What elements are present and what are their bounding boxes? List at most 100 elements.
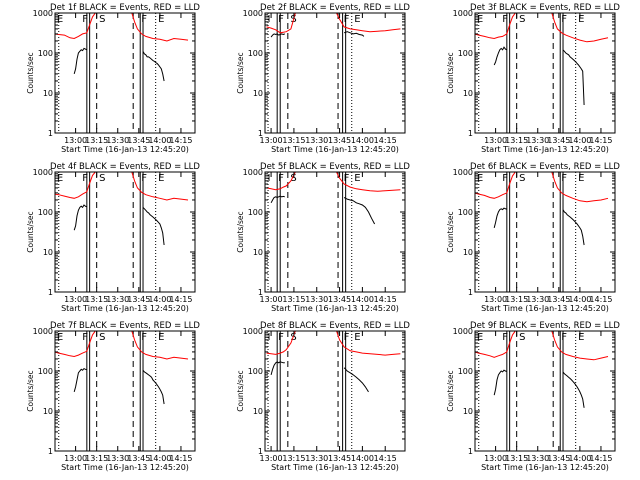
- segment-label: E: [578, 14, 584, 25]
- segment-label: F: [561, 173, 567, 184]
- x-axis-label: Start Time (16-Jan-13 12:45:20): [481, 145, 609, 154]
- segment-label: F: [141, 173, 147, 184]
- plot-frame: [264, 12, 406, 134]
- segment-label: I: [268, 173, 271, 184]
- y-tick-label: 1: [258, 129, 263, 138]
- y-tick-label: 10: [253, 89, 263, 98]
- x-tick-label: 13:00: [260, 295, 283, 304]
- y-tick-label: 10: [253, 407, 263, 416]
- x-tick-label: 13:30: [526, 295, 549, 304]
- segment-label: F: [344, 14, 350, 25]
- y-tick-label: 1: [468, 129, 473, 138]
- series-line-lld: [475, 172, 609, 203]
- segment-label: F: [502, 332, 508, 343]
- x-tick-label: 14:00: [148, 136, 171, 145]
- x-tick-label: 14:15: [374, 295, 397, 304]
- y-tick-label: 100: [248, 208, 263, 217]
- chart-title: Det 4f BLACK = Events, RED = LLD: [50, 162, 200, 172]
- segment-label: F: [344, 173, 350, 184]
- y-axis-label: Counts/sec: [446, 370, 455, 411]
- chart-title: Det 8f BLACK = Events, RED = LLD: [260, 321, 410, 331]
- segment-label: E: [477, 14, 483, 25]
- series-line-events: [73, 47, 165, 82]
- segment-label: E: [57, 332, 63, 343]
- x-tick-label: 13:15: [505, 454, 528, 463]
- y-tick-label: 10: [43, 248, 53, 257]
- series-line-lld: [475, 331, 609, 361]
- segment-label: S: [99, 332, 105, 343]
- series-line-events: [270, 31, 365, 38]
- y-tick-label: 100: [458, 208, 473, 217]
- segment-label: S: [519, 14, 525, 25]
- chart-title: Det 2f BLACK = Events, RED = LLD: [260, 3, 410, 13]
- y-tick-label: 1: [468, 288, 473, 297]
- segment-label: S: [519, 332, 525, 343]
- segment-label: F: [278, 14, 284, 25]
- y-tick-label: 1: [48, 447, 53, 456]
- segment-label: E: [477, 173, 483, 184]
- series-line-events: [493, 369, 585, 408]
- segment-label: E: [578, 332, 584, 343]
- segment-label: F: [82, 173, 88, 184]
- x-tick-label: 13:15: [85, 295, 108, 304]
- x-tick-label: 13:00: [260, 136, 283, 145]
- y-tick-label: 10: [43, 89, 53, 98]
- segment-label: F: [278, 173, 284, 184]
- y-axis-label: Counts/sec: [236, 370, 245, 411]
- segment-label: F: [344, 332, 350, 343]
- series-line-lld: [55, 331, 189, 360]
- y-tick-label: 1: [48, 129, 53, 138]
- x-tick-label: 13:15: [505, 295, 528, 304]
- segment-label: S: [99, 14, 105, 25]
- x-tick-label: 14:15: [169, 136, 192, 145]
- series-line-events: [73, 367, 165, 405]
- plot-frame: [474, 171, 616, 293]
- y-tick-label: 100: [458, 367, 473, 376]
- x-tick-label: 13:00: [64, 136, 87, 145]
- x-tick-label: 14:00: [351, 136, 374, 145]
- y-tick-label: 1000: [243, 168, 263, 177]
- x-tick-label: 13:45: [127, 295, 150, 304]
- chart-title: Det 7f BLACK = Events, RED = LLD: [50, 321, 200, 331]
- y-tick-label: 100: [248, 367, 263, 376]
- segment-label: F: [561, 332, 567, 343]
- series-line-events: [270, 361, 369, 393]
- y-tick-label: 1: [48, 288, 53, 297]
- y-tick-label: 1000: [243, 9, 263, 18]
- y-tick-label: 10: [463, 248, 473, 257]
- y-tick-label: 1000: [33, 168, 53, 177]
- series-line-lld: [475, 13, 609, 43]
- y-axis-label: Counts/sec: [26, 52, 35, 93]
- y-tick-label: 1000: [453, 168, 473, 177]
- series-line-events: [270, 195, 376, 225]
- x-tick-label: 13:30: [526, 136, 549, 145]
- x-tick-label: 13:00: [260, 454, 283, 463]
- x-tick-label: 13:00: [64, 295, 87, 304]
- x-tick-label: 13:30: [305, 295, 328, 304]
- y-tick-label: 1000: [453, 327, 473, 336]
- chart-data-group: [475, 331, 609, 408]
- chart-title: Det 6f BLACK = Events, RED = LLD: [470, 162, 620, 172]
- series-line-lld: [55, 13, 189, 42]
- series-line-lld: [266, 331, 401, 356]
- segment-label: I: [268, 332, 271, 343]
- x-tick-label: 14:00: [568, 295, 591, 304]
- segment-label: E: [477, 332, 483, 343]
- plot-frame: [54, 12, 196, 134]
- x-tick-label: 13:45: [328, 454, 351, 463]
- y-tick-label: 10: [253, 248, 263, 257]
- x-tick-label: 13:45: [127, 136, 150, 145]
- chart-data-group: [55, 331, 189, 405]
- x-tick-label: 14:15: [589, 295, 612, 304]
- segment-label: E: [57, 14, 63, 25]
- y-tick-label: 10: [43, 407, 53, 416]
- x-tick-label: 13:15: [505, 136, 528, 145]
- x-tick-label: 13:15: [282, 454, 305, 463]
- segment-label: E: [158, 173, 164, 184]
- x-tick-label: 14:15: [169, 454, 192, 463]
